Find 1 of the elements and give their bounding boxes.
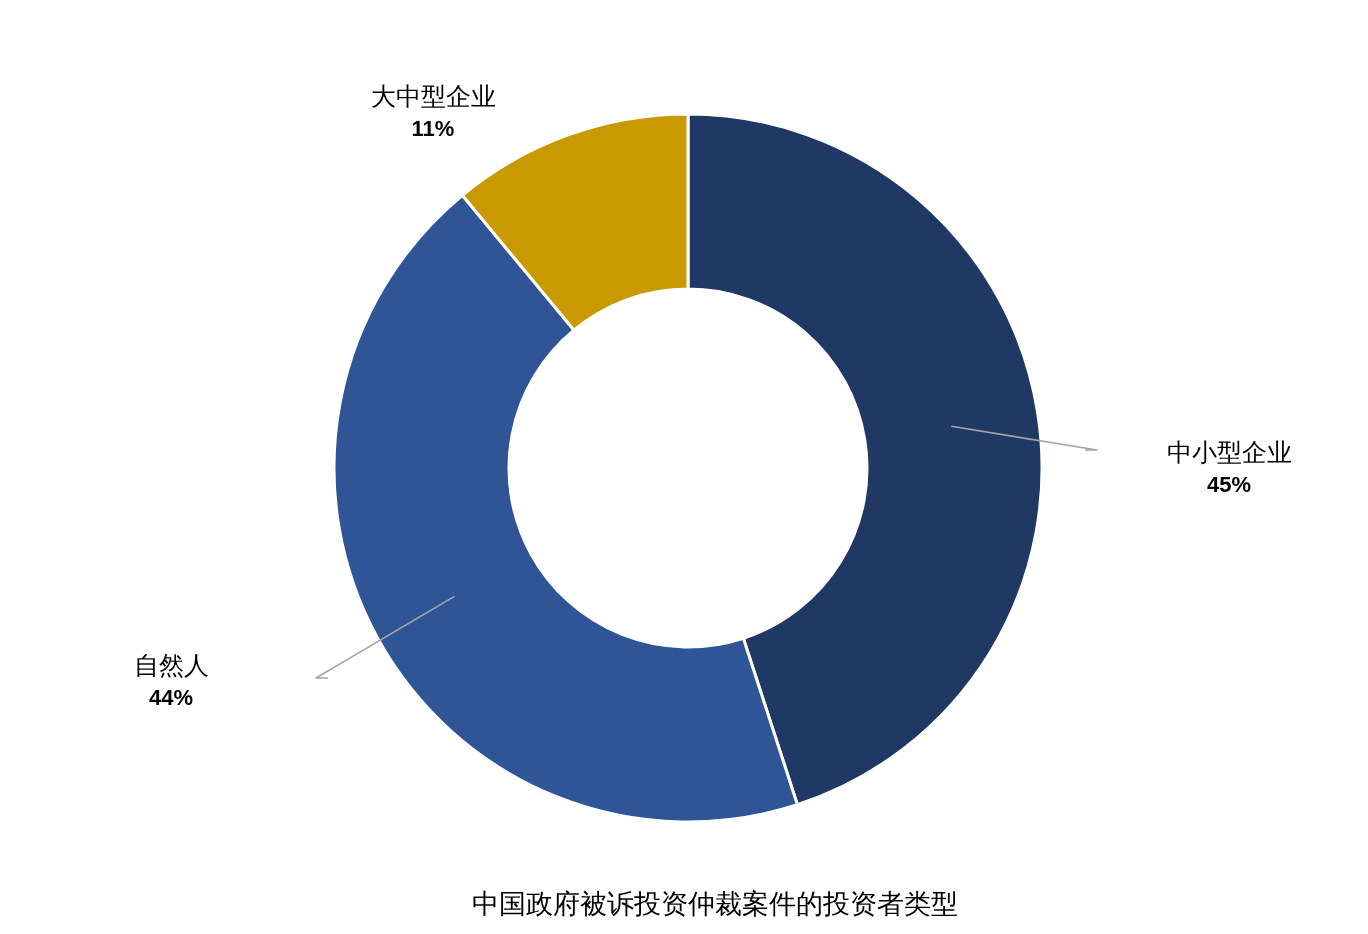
title: 中国政府被诉投资仲裁案件的投资者类型: [472, 889, 958, 919]
